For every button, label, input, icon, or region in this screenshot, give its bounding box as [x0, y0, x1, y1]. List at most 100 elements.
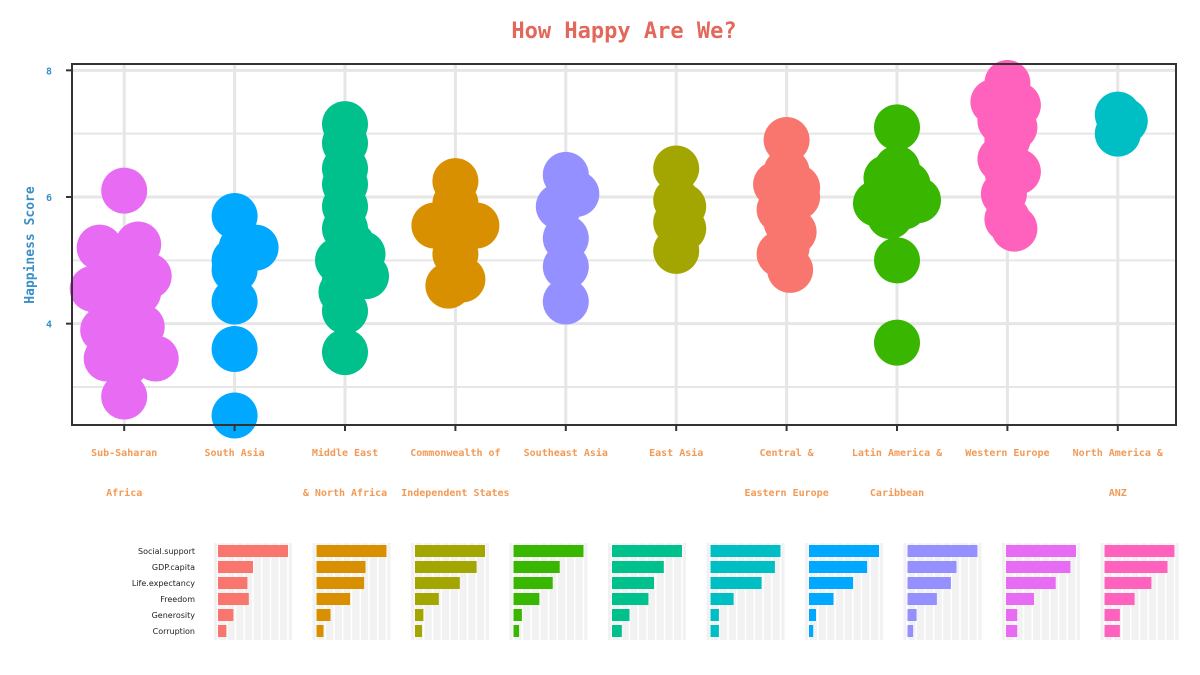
factor-bar-panel [1002, 543, 1080, 640]
factor-bar [907, 609, 917, 621]
factor-bar [513, 625, 520, 637]
data-point [767, 246, 814, 293]
factor-bar [809, 545, 879, 557]
factor-label: Life.expectancy [132, 579, 195, 588]
x-tick-label: Central & [760, 448, 815, 459]
x-tick-label: Caribbean [870, 487, 924, 499]
data-point [211, 326, 258, 372]
data-point [211, 278, 258, 325]
factor-bar [415, 577, 460, 589]
factor-bar [415, 609, 424, 621]
y-tick-label: 6 [46, 193, 52, 204]
factor-label: Generosity [152, 611, 196, 620]
factor-bar [907, 561, 957, 573]
factor-bar [612, 561, 664, 573]
x-tick-label: Southeast Asia [524, 447, 608, 459]
x-tick-label: East Asia [649, 447, 703, 459]
factor-bar [710, 545, 781, 557]
x-tick-label: Middle East [312, 447, 378, 459]
factor-bar [1104, 625, 1120, 637]
factor-bar [1104, 545, 1175, 557]
factor-bar [218, 545, 288, 557]
factor-bar [218, 561, 253, 573]
data-point [763, 117, 810, 163]
factor-labels: Social.support GDP.capita Life.expectancy F… [132, 547, 195, 636]
factor-bar [218, 577, 248, 589]
factor-bar [907, 545, 978, 557]
factor-bar-panel [312, 543, 391, 640]
factor-bar [809, 593, 834, 605]
data-point [874, 319, 920, 366]
factor-bar [612, 545, 682, 557]
data-point [653, 145, 700, 192]
factor-bar [710, 561, 775, 573]
factor-bar [316, 545, 387, 557]
factor-bar [612, 593, 649, 605]
x-tick-label: & North Africa [303, 487, 387, 499]
factor-bar [809, 609, 816, 621]
factor-bar [1104, 561, 1168, 573]
factor-bar [513, 545, 584, 557]
factor-bar-panel [411, 543, 489, 640]
factor-bar-panel [706, 543, 785, 640]
data-point [425, 262, 472, 309]
x-tick-label: Sub-Saharan [91, 448, 157, 459]
data-point [211, 392, 258, 439]
data-point [874, 237, 920, 284]
factor-bar [513, 577, 553, 589]
x-tick-label: ANZ [1109, 488, 1127, 499]
chart-title: How Happy Are We? [511, 19, 736, 44]
factor-label: Social.support [138, 547, 195, 556]
factor-bar [809, 577, 854, 589]
factor-bar [1006, 593, 1034, 605]
factor-bar [1006, 577, 1056, 589]
data-points [69, 60, 1148, 439]
x-tick-label: North America & [1073, 447, 1164, 459]
y-tick-label: 4 [46, 320, 52, 331]
x-tick-label: South Asia [204, 447, 264, 459]
factor-bar [710, 577, 762, 589]
factor-bar [513, 561, 560, 573]
factor-label: Corruption [153, 627, 195, 636]
factor-bar [1006, 545, 1076, 557]
factor-bar-panel [214, 543, 292, 640]
factor-bar-panel [805, 543, 883, 640]
factor-bar [316, 609, 331, 621]
factor-bar [1104, 577, 1152, 589]
factor-bar [218, 609, 234, 621]
factor-label: Freedom [160, 595, 195, 604]
factor-bar-panel [608, 543, 686, 640]
factor-bar [415, 545, 485, 557]
factor-bar [415, 561, 477, 573]
data-point [211, 246, 258, 293]
factor-bar [316, 625, 324, 637]
factor-bar [1006, 625, 1018, 637]
factor-bar [612, 625, 622, 637]
factor-bar [612, 609, 630, 621]
x-tick-label: Commonwealth of [410, 448, 500, 459]
factor-bar [612, 577, 654, 589]
data-point [991, 205, 1038, 252]
data-point [874, 104, 920, 151]
y-tick-label: 8 [46, 66, 52, 77]
factor-bar [218, 593, 249, 605]
factor-bar [1006, 561, 1071, 573]
data-point [104, 338, 151, 385]
factor-bar [513, 609, 522, 621]
factor-bar [907, 577, 951, 589]
data-point [101, 167, 148, 214]
x-tick-label: Africa [106, 487, 142, 499]
factor-bar-panel [903, 543, 982, 640]
data-point [653, 227, 700, 274]
x-tick-label: Latin America & [852, 447, 943, 459]
data-point [101, 373, 148, 420]
factor-bar [316, 593, 351, 605]
factor-bar [316, 577, 365, 589]
factor-bar [710, 609, 719, 621]
y-axis-label: Happiness Score [23, 186, 38, 304]
plot-frame [71, 63, 1177, 426]
factor-bar [809, 561, 868, 573]
x-tick-label: Independent States [401, 488, 509, 499]
data-point [1094, 110, 1141, 157]
